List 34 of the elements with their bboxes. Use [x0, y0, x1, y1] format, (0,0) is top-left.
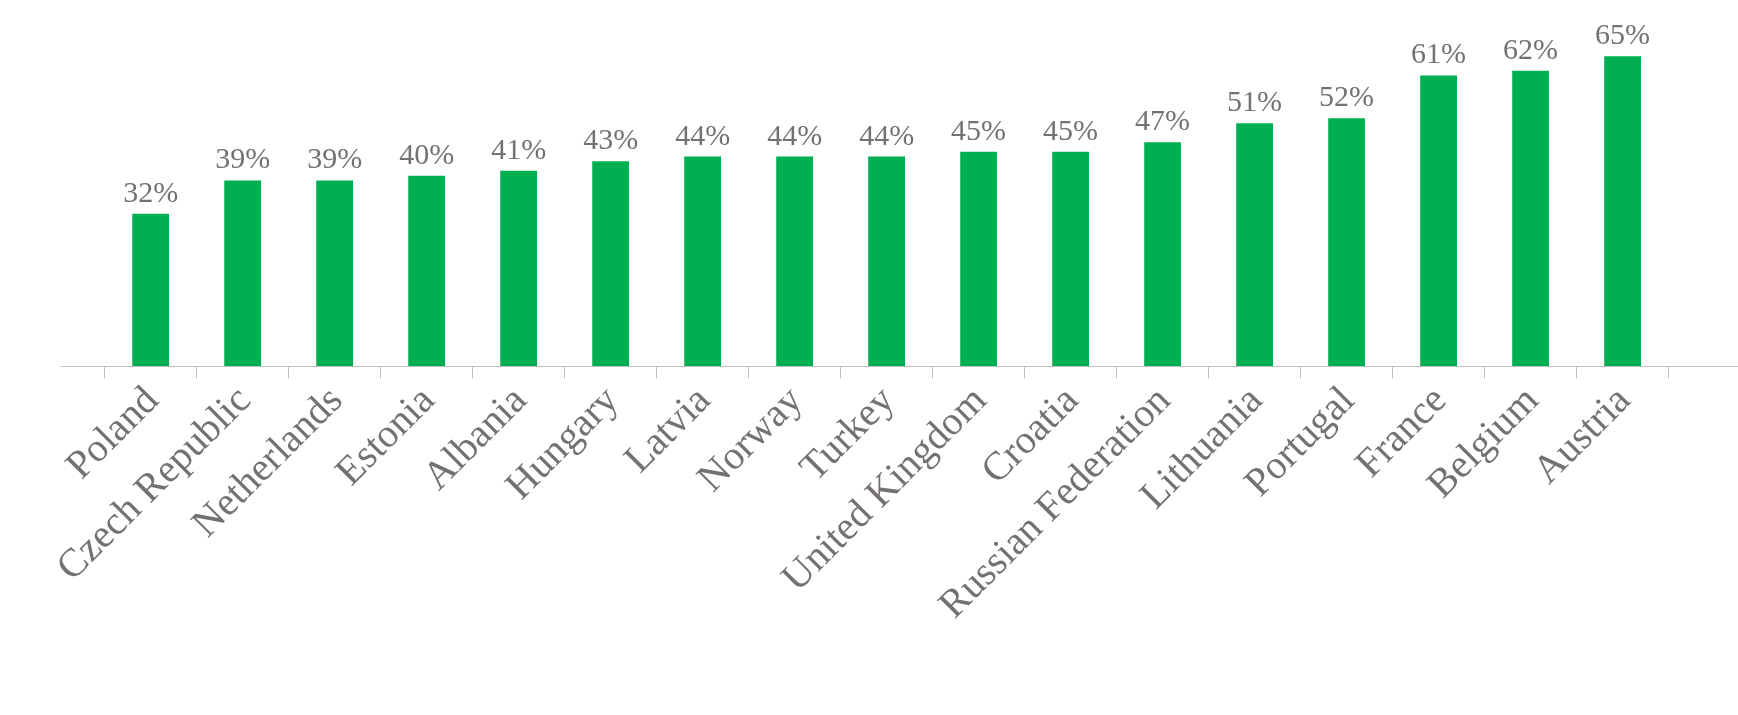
data-label: 45%: [1043, 112, 1099, 146]
data-label: 39%: [307, 141, 363, 175]
data-label: 43%: [583, 122, 639, 156]
bar: [592, 161, 630, 367]
bar: [1512, 70, 1549, 367]
data-label: 47%: [1135, 103, 1191, 137]
data-label: 39%: [215, 141, 271, 175]
bar: [1144, 142, 1182, 367]
bar: [224, 180, 262, 367]
bar: [1604, 56, 1641, 367]
data-label: 44%: [767, 117, 823, 151]
bar: [684, 156, 722, 367]
data-label: 32%: [123, 174, 179, 208]
bar: [776, 156, 814, 367]
data-label: 52%: [1319, 79, 1375, 113]
bar: [1420, 75, 1457, 367]
data-label: 61%: [1411, 36, 1467, 70]
bar: [316, 180, 354, 367]
bar: [1052, 151, 1090, 367]
data-label: 40%: [399, 136, 455, 170]
data-label: 45%: [951, 112, 1007, 146]
bar: [500, 170, 538, 367]
bar: [868, 156, 906, 367]
bar: [408, 175, 446, 367]
data-label: 41%: [491, 131, 547, 165]
bar: [960, 151, 998, 367]
data-label: 44%: [675, 117, 731, 151]
bar: [1328, 118, 1365, 367]
bar: [132, 213, 170, 367]
data-label: 62%: [1503, 31, 1559, 65]
data-label: 44%: [859, 117, 915, 151]
bar: [1236, 123, 1273, 367]
data-label: 51%: [1227, 84, 1283, 118]
data-label: 65%: [1595, 17, 1651, 51]
